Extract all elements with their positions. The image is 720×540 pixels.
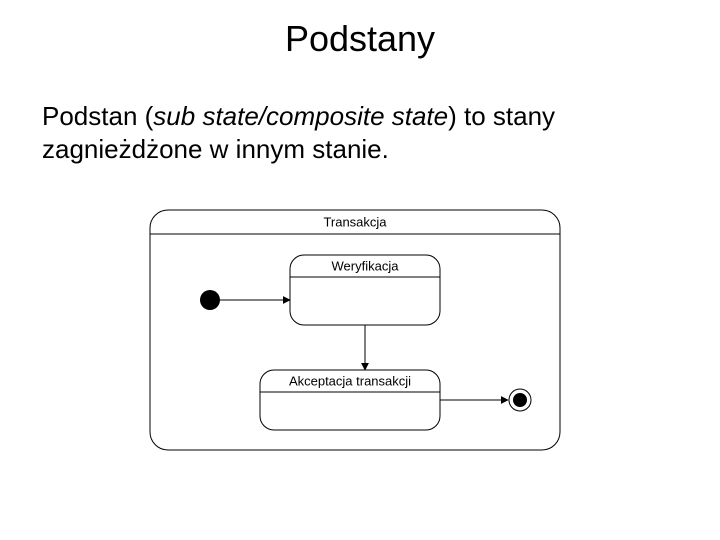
state-diagram: Transakcja Weryfikacja Akceptacja transakc…	[140, 200, 570, 465]
body-italic: sub state/composite state	[153, 101, 448, 131]
page-title: Podstany	[0, 18, 720, 60]
state-diagram-svg: Transakcja Weryfikacja Akceptacja transakc…	[140, 200, 570, 460]
state-akceptacja-label: Akceptacja transakcji	[289, 374, 411, 389]
composite-state-label: Transakcja	[323, 215, 387, 230]
slide: Podstany Podstan (sub state/composite st…	[0, 0, 720, 540]
initial-state-icon	[200, 290, 220, 310]
body-paragraph: Podstan (sub state/composite state) to s…	[42, 100, 678, 165]
body-prefix: Podstan (	[42, 101, 153, 131]
state-weryfikacja-label: Weryfikacja	[332, 259, 400, 274]
